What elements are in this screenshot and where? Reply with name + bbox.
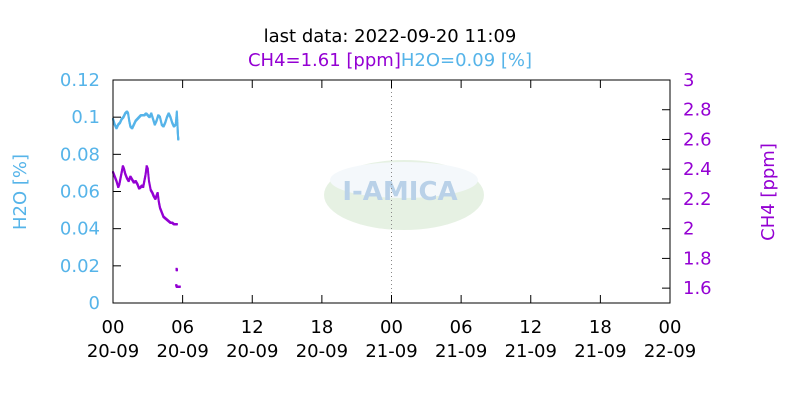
- data-point: [157, 198, 160, 201]
- data-point: [144, 174, 147, 177]
- left-tick-label: 0.08: [60, 144, 100, 165]
- data-point: [175, 111, 178, 114]
- series-h2o: [112, 110, 180, 141]
- x-tick-date: 20-09: [87, 341, 139, 362]
- data-point: [156, 194, 159, 197]
- data-point: [175, 110, 178, 113]
- chart-title: last data: 2022-09-20 11:09: [264, 26, 517, 47]
- subtitle-ch4: CH4=1.61 [ppm]: [248, 50, 401, 71]
- data-point: [145, 169, 148, 172]
- x-tick-hour: 00: [102, 317, 125, 338]
- x-tick-date: 20-09: [296, 341, 348, 362]
- data-point: [176, 114, 179, 117]
- data-point: [148, 182, 151, 185]
- right-tick-label: 2.8: [683, 100, 712, 121]
- watermark-ellipse-inner: [330, 162, 478, 198]
- data-point: [145, 168, 148, 171]
- subtitle-h2o: H2O=0.09 [%]: [401, 50, 532, 71]
- data-point: [176, 118, 179, 121]
- watermark-logo: I-AMICA: [324, 160, 484, 230]
- data-point: [147, 172, 150, 175]
- x-axis: 00 20-09 06 20-09 12 20-09 18 20-09 00 21-09 06 21-…: [87, 80, 696, 362]
- right-tick-label: 2.6: [683, 129, 712, 150]
- data-point: [157, 196, 160, 199]
- data-point: [146, 168, 149, 171]
- data-point: [175, 223, 178, 226]
- x-tick-date: 21-09: [365, 341, 417, 362]
- right-tick-label: 2.2: [683, 189, 712, 210]
- chart-subtitle: CH4=1.61 [ppm]H2O=0.09 [%]: [248, 50, 532, 71]
- data-point: [174, 120, 177, 123]
- x-tick-hour: 06: [450, 317, 473, 338]
- data-point: [176, 117, 179, 120]
- right-tick-label: 1.6: [683, 278, 712, 299]
- data-point: [175, 118, 178, 121]
- data-point: [149, 187, 152, 190]
- data-point: [147, 178, 150, 181]
- series-ch4: [112, 165, 181, 288]
- left-tick-label: 0.06: [60, 182, 100, 203]
- data-point: [156, 193, 159, 196]
- x-tick-hour: 18: [589, 317, 612, 338]
- left-axis-label: H2O [%]: [10, 154, 31, 230]
- left-tick-label: 0: [89, 293, 100, 314]
- data-point: [178, 285, 181, 288]
- x-tick-hour: 12: [241, 317, 264, 338]
- x-tick-date: 21-09: [435, 341, 487, 362]
- x-tick-date: 21-09: [505, 341, 557, 362]
- x-tick-date: 20-09: [226, 341, 278, 362]
- data-point: [175, 113, 178, 116]
- x-tick-hour: 00: [380, 317, 403, 338]
- data-point: [176, 120, 179, 123]
- right-axis-label: CH4 [ppm]: [758, 143, 779, 241]
- data-point: [148, 184, 151, 187]
- data-point: [156, 191, 159, 194]
- left-tick-label: 0.1: [71, 107, 100, 128]
- right-axis: 1.6 1.8 2 2.2 2.4 2.6 2.8 3: [662, 70, 712, 299]
- x-tick-hour: 00: [659, 317, 682, 338]
- data-point: [157, 199, 160, 202]
- data-point: [146, 169, 149, 172]
- data-point: [147, 175, 150, 178]
- data-point: [157, 195, 160, 198]
- data-point: [144, 173, 147, 176]
- x-tick-date: 21-09: [574, 341, 626, 362]
- left-tick-label: 0.04: [60, 219, 100, 240]
- right-tick-label: 3: [683, 70, 694, 91]
- right-tick-label: 2: [683, 219, 694, 240]
- data-point: [147, 180, 150, 183]
- data-point: [147, 174, 150, 177]
- watermark-ellipse: [324, 160, 484, 230]
- x-tick-date: 22-09: [644, 341, 696, 362]
- data-point: [174, 121, 177, 124]
- left-tick-label: 0.12: [60, 70, 100, 91]
- data-point: [148, 183, 151, 186]
- x-tick-date: 20-09: [156, 341, 208, 362]
- x-tick-hour: 12: [519, 317, 542, 338]
- data-point: [147, 171, 150, 174]
- data-point: [177, 138, 180, 141]
- data-layer: [112, 110, 181, 288]
- left-tick-label: 0.02: [60, 256, 100, 277]
- data-point: [144, 170, 147, 173]
- data-point: [149, 186, 152, 189]
- left-axis: 0 0.02 0.04 0.06 0.08 0.1 0.12: [60, 70, 121, 314]
- data-point: [147, 177, 150, 180]
- x-tick-hour: 18: [310, 317, 333, 338]
- data-point: [176, 116, 179, 119]
- data-point: [144, 171, 147, 174]
- data-point: [149, 185, 152, 188]
- right-tick-label: 1.8: [683, 248, 712, 269]
- data-point: [174, 123, 177, 126]
- data-point: [175, 269, 178, 272]
- x-tick-hour: 06: [171, 317, 194, 338]
- right-tick-label: 2.4: [683, 159, 712, 180]
- data-point: [157, 197, 160, 200]
- watermark-text: I-AMICA: [342, 177, 457, 207]
- data-point: [148, 181, 151, 184]
